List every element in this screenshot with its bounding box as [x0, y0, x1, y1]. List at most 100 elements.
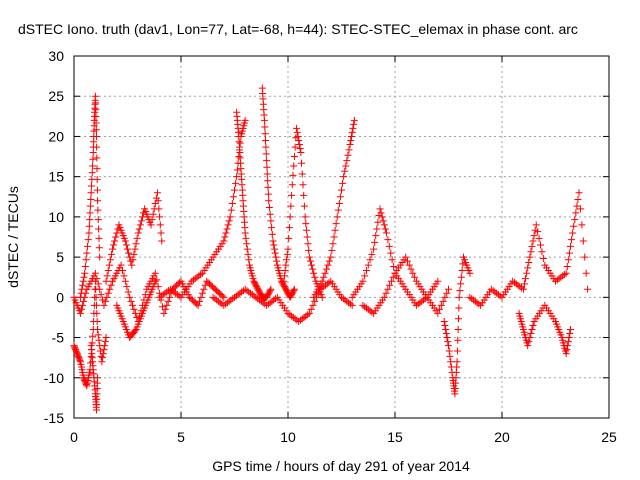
- data-point: [232, 179, 240, 187]
- data-point: [559, 272, 567, 280]
- data-point: [291, 143, 299, 151]
- data-point: [122, 241, 130, 249]
- x-axis-label: GPS time / hours of day 291 of year 2014: [212, 458, 470, 474]
- data-point: [388, 256, 396, 264]
- data-point: [252, 293, 260, 301]
- data-point: [236, 139, 244, 147]
- data-point: [290, 162, 298, 170]
- data-point: [288, 312, 296, 320]
- data-point: [300, 191, 308, 199]
- data-point: [93, 154, 101, 162]
- data-point: [109, 245, 117, 253]
- data-point: [418, 297, 426, 305]
- data-point: [286, 311, 294, 319]
- data-point: [225, 217, 233, 225]
- data-point: [112, 233, 120, 241]
- data-point: [81, 293, 89, 301]
- data-point: [267, 285, 275, 293]
- data-point: [110, 241, 118, 249]
- data-point: [241, 285, 249, 293]
- data-point: [132, 240, 140, 248]
- data-point: [338, 186, 345, 194]
- data-point: [434, 309, 442, 317]
- data-point: [91, 92, 99, 100]
- x-tick-label: 10: [280, 429, 296, 445]
- y-tick-label: 0: [56, 289, 64, 305]
- data-point: [273, 257, 281, 265]
- data-point: [105, 261, 113, 269]
- data-point: [434, 277, 442, 285]
- data-point: [301, 213, 309, 221]
- data-point: [295, 136, 303, 144]
- data-point: [151, 277, 159, 285]
- data-point: [123, 283, 131, 291]
- data-point: [159, 291, 167, 299]
- data-point: [304, 311, 312, 319]
- data-point: [290, 285, 298, 293]
- data-point: [539, 254, 547, 262]
- data-point: [222, 300, 230, 308]
- data-point: [267, 217, 275, 225]
- data-point: [565, 334, 573, 342]
- data-point: [346, 140, 354, 148]
- data-point: [343, 297, 351, 305]
- data-point: [562, 350, 570, 358]
- data-point: [371, 238, 379, 246]
- data-point: [578, 221, 586, 229]
- data-point: [300, 313, 308, 321]
- data-point: [218, 292, 226, 300]
- data-point: [98, 358, 106, 366]
- data-point: [526, 253, 534, 261]
- data-point: [93, 186, 101, 194]
- data-point: [261, 130, 269, 138]
- data-point: [350, 116, 358, 124]
- data-point: [532, 221, 540, 229]
- data-point: [154, 197, 162, 205]
- data-point: [107, 281, 115, 289]
- data-point: [128, 261, 136, 269]
- data-point: [569, 229, 577, 237]
- data-point: [79, 277, 87, 285]
- data-point: [106, 285, 114, 293]
- y-tick-label: -10: [44, 370, 64, 386]
- axis-ticks: 0 5 10 15 20 25 -15 -10 -5 0 5 10 15 20 25 30: [44, 48, 617, 445]
- data-point: [575, 189, 583, 197]
- data-point: [283, 250, 291, 258]
- data-point: [566, 326, 574, 334]
- data-point: [84, 236, 92, 244]
- data-point: [231, 293, 238, 301]
- data-point: [300, 202, 308, 210]
- data-point: [156, 293, 164, 301]
- data-point: [289, 313, 297, 321]
- x-tick-label: 25: [601, 429, 617, 445]
- y-tick-label: -15: [44, 410, 64, 426]
- data-point: [81, 262, 89, 270]
- data-point: [457, 280, 465, 288]
- data-point: [411, 273, 419, 281]
- data-point: [311, 273, 319, 281]
- data-point: [441, 321, 449, 329]
- data-point: [514, 281, 522, 289]
- x-tick-label: 15: [387, 429, 403, 445]
- data-point: [491, 288, 499, 296]
- data-point: [286, 213, 294, 221]
- data-point: [528, 326, 536, 334]
- data-point: [520, 280, 528, 288]
- data-point: [259, 299, 267, 307]
- data-point: [262, 143, 270, 151]
- data-point: [439, 297, 447, 305]
- data-point: [222, 229, 230, 237]
- data-point: [525, 338, 533, 346]
- data-point: [537, 241, 545, 249]
- data-point: [293, 128, 301, 136]
- data-point: [454, 336, 462, 344]
- data-point: [308, 261, 316, 269]
- data-point: [104, 267, 112, 275]
- data-point: [136, 221, 144, 229]
- y-tick-label: 10: [48, 209, 64, 225]
- data-point: [101, 338, 109, 346]
- data-point: [223, 299, 231, 307]
- data-point: [359, 301, 367, 309]
- data-point: [120, 272, 128, 280]
- data-point: [334, 206, 342, 214]
